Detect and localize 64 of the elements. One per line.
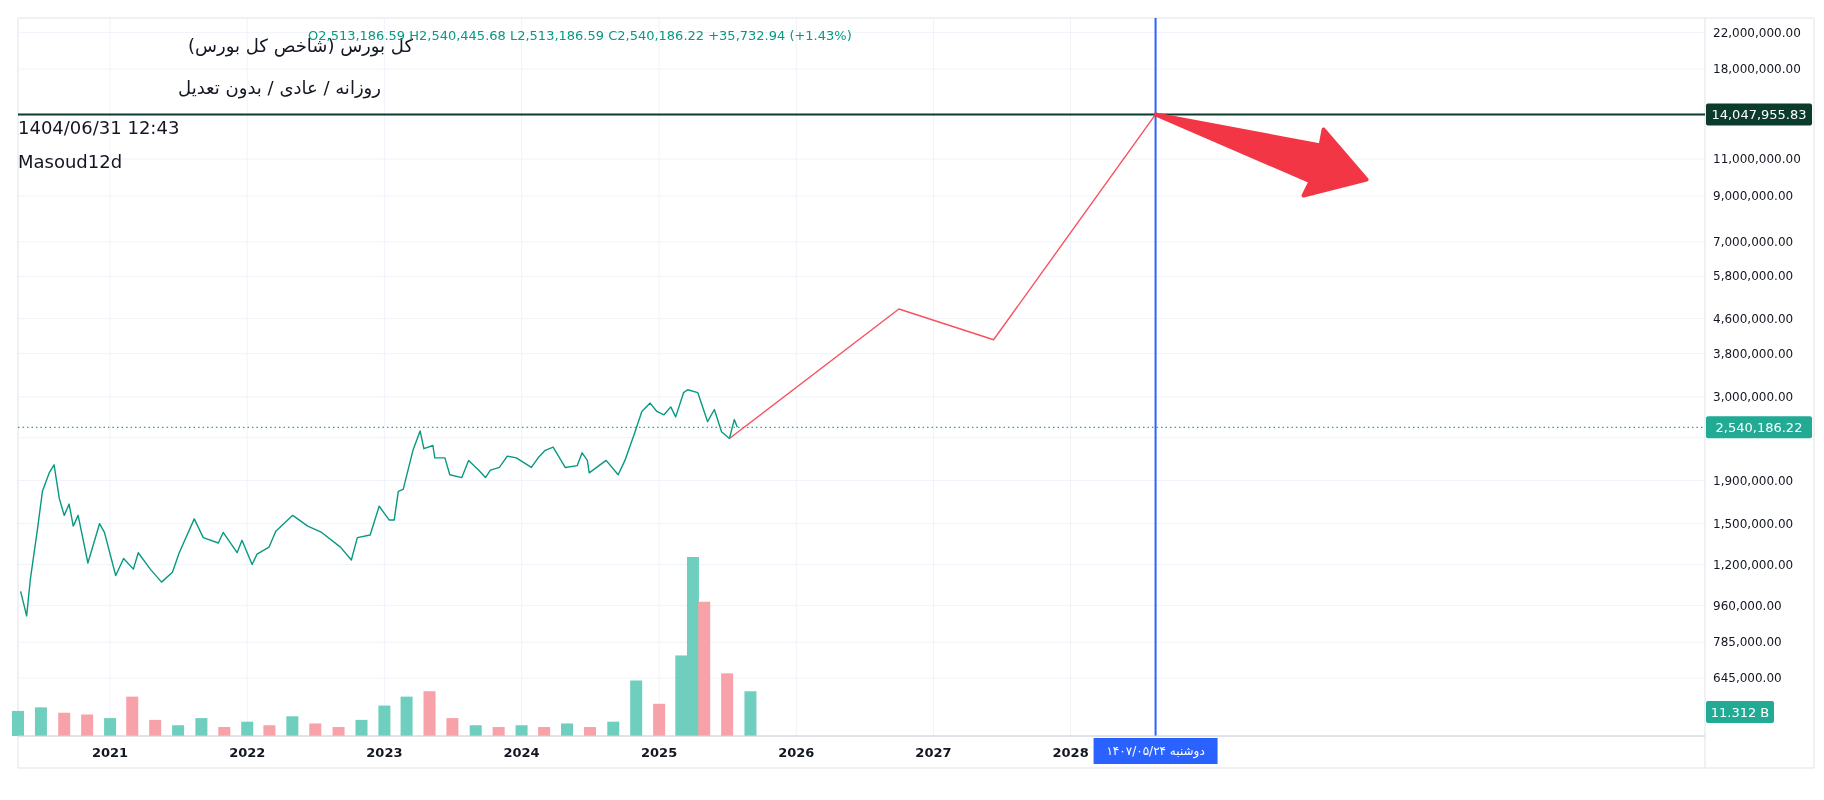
bar — [583, 727, 596, 736]
text: روزانه / عادی / بدون تعدیل — [178, 77, 381, 99]
bar — [400, 696, 413, 736]
line-series — [728, 113, 1157, 440]
bar — [378, 705, 391, 736]
bar — [58, 712, 71, 736]
bar — [241, 721, 254, 736]
x-tick-label: 2021 — [91, 745, 129, 760]
y-tick-label: 960,000.00 — [1713, 598, 1782, 613]
x-tick-label: 2023 — [366, 745, 403, 760]
bar — [653, 703, 666, 736]
bar — [263, 725, 276, 736]
ref-line-label: دوشنبه ۱۴۰۷/۰۵/۲۴ — [1106, 744, 1205, 759]
y-tick-label: 7,000,000.00 — [1713, 235, 1794, 250]
y-tick-label: 785,000.00 — [1713, 635, 1782, 650]
bar — [721, 673, 734, 736]
y-tick-label: 9,000,000.00 — [1713, 189, 1794, 204]
bar — [469, 725, 482, 736]
bar — [104, 718, 117, 736]
bar — [698, 601, 711, 736]
x-tick-label: 2025 — [641, 745, 678, 760]
bar — [446, 718, 459, 736]
bar — [561, 723, 574, 736]
bar — [607, 721, 620, 736]
text: 11.312 B — [1710, 704, 1770, 720]
y-tick-label: 645,000.00 — [1713, 671, 1782, 686]
bar — [195, 718, 208, 736]
annotation: 1404/06/31 12:43 — [18, 117, 180, 138]
y-tick-label: 11,000,000.00 — [1713, 152, 1801, 167]
x-tick-label: 2027 — [915, 745, 952, 760]
bar — [630, 680, 643, 736]
bar — [515, 725, 528, 736]
bar — [149, 719, 162, 736]
x-tick-label: 2028 — [1052, 745, 1089, 760]
bar — [538, 727, 551, 736]
y-tick-label: 18,000,000.00 — [1713, 62, 1801, 77]
y-tick-label: 3,000,000.00 — [1713, 390, 1794, 405]
y-tick-label: 22,000,000.00 — [1713, 25, 1801, 40]
line-series — [19, 389, 738, 617]
y-tick-label: 3,800,000.00 — [1713, 346, 1794, 361]
bar — [309, 723, 322, 736]
annotation: Masoud12d — [18, 151, 123, 172]
ref-line-label: 14,047,955.83 — [1711, 107, 1807, 122]
bar — [332, 727, 345, 736]
y-tick-label: 1,500,000.00 — [1713, 516, 1794, 531]
bar — [126, 696, 139, 736]
y-tick-label: 1,900,000.00 — [1713, 473, 1794, 488]
ref-line-label: 2,540,186.22 — [1715, 419, 1803, 435]
x-tick-label: 2022 — [229, 745, 266, 760]
bar — [286, 716, 299, 736]
bar — [218, 727, 231, 736]
y-tick-label: 5,800,000.00 — [1713, 269, 1794, 284]
bar — [355, 719, 368, 736]
bar — [744, 691, 757, 736]
x-tick-label: 2026 — [778, 745, 815, 760]
y-tick-label: 1,200,000.00 — [1713, 557, 1794, 572]
bar — [492, 727, 505, 736]
bar — [12, 710, 24, 736]
bar — [81, 714, 94, 736]
bar — [423, 691, 436, 736]
x-tick-label: 2024 — [503, 745, 540, 760]
bar — [172, 725, 185, 736]
bar — [34, 707, 47, 736]
y-tick-label: 4,600,000.00 — [1713, 311, 1794, 326]
